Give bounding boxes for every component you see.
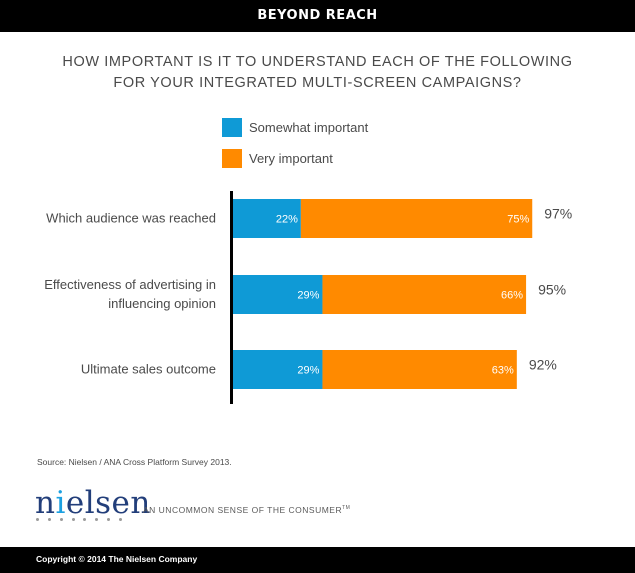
total-value-label: 95% xyxy=(538,282,566,298)
logo-text-end: elsen xyxy=(65,485,151,521)
legend-label-somewhat-important: Somewhat important xyxy=(249,120,369,135)
category-label: Which audience was reached xyxy=(46,211,216,226)
chart-title-line-1: HOW IMPORTANT IS IT TO UNDERSTAND EACH O… xyxy=(62,54,573,70)
bar-very-important-0 xyxy=(300,199,533,238)
bar-somewhat-important-1 xyxy=(233,275,323,314)
trademark-mark: TM xyxy=(342,505,351,512)
chart-title-line-2: FOR YOUR INTEGRATED MULTI-SCREEN CAMPAIG… xyxy=(113,75,522,91)
logo-text-start: n xyxy=(35,485,56,521)
source-note: Source: Nielsen / ANA Cross Platform Sur… xyxy=(37,457,232,467)
category-label: Effectiveness of advertising in xyxy=(44,277,216,292)
tagline-text: AN UNCOMMON SENSE OF THE CONSUMER xyxy=(143,505,343,515)
bar-value-label: 22% xyxy=(276,214,298,226)
bar-value-label: 29% xyxy=(297,365,319,377)
category-label: influencing opinion xyxy=(108,296,216,311)
legend-label-very-important: Very important xyxy=(249,151,333,166)
logo-letter-i: i xyxy=(55,485,66,521)
bar-very-important-2 xyxy=(322,350,517,389)
nielsen-logo: nielsen xyxy=(35,487,151,519)
bar-very-important-1 xyxy=(322,275,527,314)
chart-title: HOW IMPORTANT IS IT TO UNDERSTAND EACH O… xyxy=(0,52,635,94)
bar-value-label: 75% xyxy=(507,214,529,226)
legend-swatch-very-important xyxy=(222,149,242,168)
logo-dots xyxy=(36,518,122,521)
copyright-text: Copyright © 2014 The Nielsen Company xyxy=(36,554,198,564)
bar-value-label: 29% xyxy=(297,290,319,302)
bar-somewhat-important-2 xyxy=(233,350,323,389)
footer-bar: Copyright © 2014 The Nielsen Company xyxy=(0,547,635,573)
legend-swatch-somewhat-important xyxy=(222,118,242,137)
tagline: AN UNCOMMON SENSE OF THE CONSUMERTM xyxy=(143,505,350,515)
bar-value-label: 66% xyxy=(501,290,523,302)
total-value-label: 97% xyxy=(544,206,572,222)
category-label: Ultimate sales outcome xyxy=(81,362,216,377)
bar-value-label: 63% xyxy=(492,365,514,377)
banner-title: BEYOND REACH xyxy=(0,0,635,32)
total-value-label: 92% xyxy=(529,357,557,373)
bar-somewhat-important-0 xyxy=(233,199,301,238)
